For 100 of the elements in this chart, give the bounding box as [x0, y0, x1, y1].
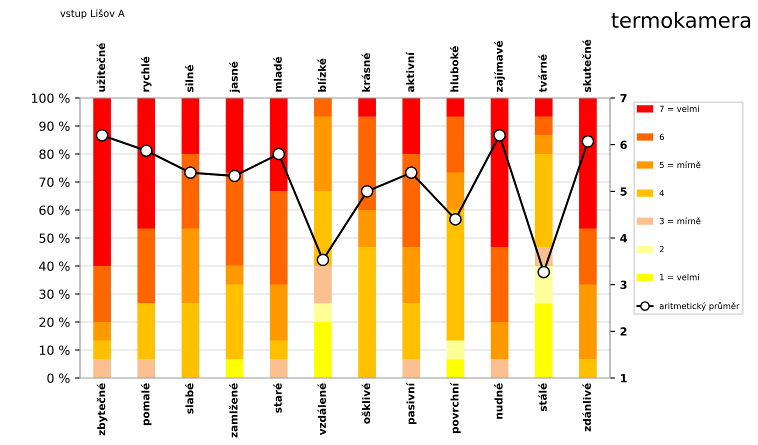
bar: [490, 247, 508, 322]
legend-label: 2: [660, 246, 664, 252]
bar: [534, 98, 553, 116]
y-tick-label: 70 %: [40, 177, 70, 187]
bar: [314, 322, 332, 378]
x-tick-label: zamlžené: [229, 383, 238, 438]
y-tick-label: 40 %: [39, 261, 70, 271]
point: [96, 129, 108, 142]
bar: [137, 98, 156, 228]
y-tick-label: 90 %: [39, 121, 70, 131]
bar: [402, 154, 420, 248]
x-tick-label: staré: [273, 383, 282, 413]
legend-label: 4: [660, 190, 664, 196]
bar: [137, 228, 156, 304]
bar: [270, 340, 288, 360]
legend-label: 5 = mírně: [660, 161, 700, 168]
text: krásné: [362, 53, 370, 92]
y-tick-label: 80 %: [39, 149, 70, 159]
y-tick-label: 0 %: [47, 373, 70, 383]
bar: [358, 247, 376, 378]
bar: [314, 116, 332, 192]
bar: [534, 116, 553, 136]
text: blízké: [317, 58, 326, 92]
bar: [446, 210, 464, 340]
bar: [137, 359, 156, 378]
bar: [579, 98, 597, 228]
bar: [534, 135, 553, 154]
x-tick-label: vzdálené: [317, 383, 326, 436]
bar: [446, 172, 464, 210]
text: aktivní: [406, 52, 414, 92]
y2-tick-label: 4: [620, 234, 627, 242]
bar: [534, 303, 553, 378]
x-tick-label: pomalé: [141, 383, 152, 426]
legend-label: 6: [660, 134, 664, 140]
point: [316, 254, 330, 266]
bar: [226, 172, 244, 266]
y-tick-label: 50 %: [39, 233, 70, 243]
point: [582, 135, 594, 148]
bar: [226, 359, 244, 378]
legend-label: 1 = velmi: [660, 274, 699, 280]
point: [405, 166, 418, 179]
bar: [402, 303, 420, 360]
bar: [402, 98, 420, 154]
y-tick-label: 20 %: [39, 317, 70, 327]
bar: [534, 154, 553, 248]
point: [493, 129, 506, 142]
bar: [358, 210, 376, 248]
legend-label: 3 = mírně: [660, 217, 700, 224]
bar: [182, 98, 200, 154]
x-tick-label: povrchní: [450, 382, 461, 434]
bar: [137, 303, 156, 360]
text: tvárné: [538, 54, 547, 92]
bar: [270, 191, 288, 284]
point: [140, 144, 152, 157]
text: skutečné: [582, 40, 591, 92]
bar: [490, 359, 508, 378]
text: zajímavé: [494, 40, 505, 92]
chart-subtitle: vstup Lišov A: [60, 9, 125, 19]
bar: [93, 359, 111, 378]
bar: [358, 116, 376, 210]
x-tick-label: pasivní: [406, 382, 416, 424]
y2-tick-label: 6: [620, 140, 627, 150]
y-tick-label: 60 %: [39, 205, 70, 215]
x-tick-label: zbytečné: [96, 383, 108, 436]
bar: [446, 116, 464, 172]
y2-tick-label: 7: [620, 94, 627, 102]
x-tick-label: ošklivé: [362, 383, 370, 424]
bar: [490, 322, 508, 360]
point: [184, 166, 197, 179]
bar: [579, 359, 597, 378]
y-tick-label: 30 %: [39, 289, 70, 299]
bar: [402, 247, 420, 304]
text: termokamera: [611, 12, 750, 28]
y-tick-label: 10 %: [40, 345, 70, 355]
y-tick-label: 100 %: [32, 93, 70, 103]
bar: [579, 284, 597, 360]
bar: [270, 359, 288, 378]
legend-label: 7 = velmi: [660, 106, 699, 112]
bar: [490, 98, 508, 248]
bar: [314, 303, 332, 322]
point: [538, 266, 550, 278]
bar: [93, 266, 111, 322]
bar: [446, 98, 464, 116]
bar: [358, 98, 376, 117]
bar: [93, 340, 111, 360]
point: [228, 170, 241, 182]
text: mladé: [273, 56, 282, 92]
x-tick-label: slabé: [184, 383, 194, 414]
legend-label: aritmetický průměr: [660, 302, 740, 311]
x-tick-label: nudné: [494, 383, 503, 419]
point: [360, 185, 374, 198]
bar: [270, 284, 288, 340]
bar: [182, 228, 200, 304]
bar: [402, 359, 420, 378]
bar: [446, 340, 464, 360]
bar: [93, 98, 111, 266]
bar: [182, 154, 200, 228]
y2-tick-label: 5: [620, 187, 627, 196]
bar: [226, 266, 244, 284]
bar: [446, 359, 464, 378]
